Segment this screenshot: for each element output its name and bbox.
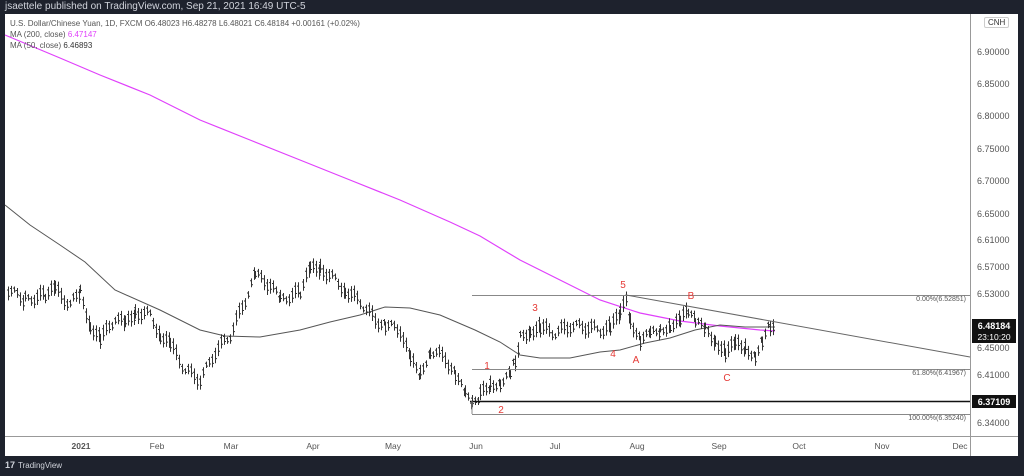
ma50-value: 6.46893 — [63, 41, 93, 50]
time-axis[interactable]: 2021 Feb Mar Apr May Jun Jul Aug Sep Oct… — [72, 441, 969, 451]
svg-text:2021: 2021 — [72, 441, 91, 451]
svg-text:Oct: Oct — [792, 441, 806, 451]
svg-text:6.61000: 6.61000 — [977, 235, 1010, 245]
svg-text:6.85000: 6.85000 — [977, 79, 1010, 89]
ma200-value: 6.47147 — [67, 30, 97, 39]
wave-label-2: 2 — [498, 405, 504, 416]
svg-text:Feb: Feb — [150, 441, 165, 451]
svg-text:6.75000: 6.75000 — [977, 144, 1010, 154]
tradingview-logo-icon: 17 — [5, 460, 16, 470]
svg-text:6.80000: 6.80000 — [977, 111, 1010, 121]
svg-text:6.70000: 6.70000 — [977, 176, 1010, 186]
svg-text:Dec: Dec — [952, 441, 968, 451]
ma200-legend: MA (200, close) 6.47147 — [10, 30, 97, 39]
fib-618-label: 61.80%(6.41967) — [912, 370, 966, 377]
svg-text:6.53000: 6.53000 — [977, 289, 1010, 299]
wave-label-4: 4 — [610, 349, 616, 360]
wave-label-b: B — [688, 291, 695, 302]
wave-label-3: 3 — [532, 303, 538, 314]
svg-text:Jun: Jun — [469, 441, 483, 451]
svg-text:Jul: Jul — [550, 441, 561, 451]
wave-label-5: 5 — [620, 280, 626, 291]
price-bars — [7, 258, 775, 410]
ma50-legend: MA (50, close) 6.46893 — [10, 41, 93, 50]
tradingview-footer[interactable]: 17 TradingView — [5, 460, 62, 470]
wave-label-a: A — [633, 355, 640, 366]
svg-text:6.90000: 6.90000 — [977, 47, 1010, 57]
svg-text:Sep: Sep — [711, 441, 726, 451]
svg-text:6.57000: 6.57000 — [977, 262, 1010, 272]
last-price: 6.48184 — [978, 321, 1011, 331]
wave-label-1: 1 — [484, 361, 490, 372]
marked-level: 6.37109 — [978, 397, 1011, 407]
fib-0-label: 0.00%(6.52851) — [916, 296, 966, 303]
publisher-line: jsaettele published on TradingView.com, … — [5, 1, 306, 12]
trendline — [625, 294, 971, 358]
svg-text:Mar: Mar — [224, 441, 239, 451]
svg-text:6.65000: 6.65000 — [977, 209, 1010, 219]
level-badge — [972, 395, 1016, 408]
price-axis[interactable]: 6.90000 6.85000 6.80000 6.75000 6.70000 … — [977, 47, 1010, 428]
last-price-badge — [972, 319, 1016, 343]
chart-pane[interactable] — [5, 14, 1018, 456]
svg-text:Apr: Apr — [306, 441, 319, 451]
brand-name: TradingView — [18, 460, 63, 470]
chart-legend: U.S. Dollar/Chinese Yuan, 1D, FXCM O6.48… — [10, 18, 360, 51]
ma50-line — [4, 204, 775, 359]
bar-countdown: 23:10:20 — [977, 332, 1010, 342]
currency-badge[interactable]: CNH — [984, 17, 1010, 28]
svg-text:6.34000: 6.34000 — [977, 418, 1010, 428]
svg-text:6.41000: 6.41000 — [977, 370, 1010, 380]
svg-text:6.45000: 6.45000 — [977, 343, 1010, 353]
svg-text:Nov: Nov — [874, 441, 890, 451]
svg-text:Aug: Aug — [629, 441, 644, 451]
symbol-info: U.S. Dollar/Chinese Yuan, 1D, FXCM O6.48… — [10, 19, 360, 28]
fib-100-label: 100.00%(6.35240) — [908, 415, 966, 422]
svg-text:May: May — [385, 441, 402, 451]
wave-label-c: C — [723, 373, 730, 384]
ma200-line — [4, 34, 776, 332]
